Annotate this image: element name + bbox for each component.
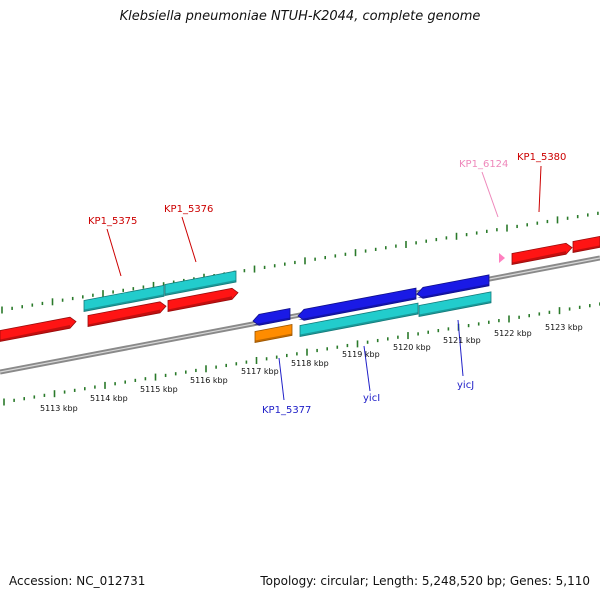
leader-kp1-5380 [538,165,542,213]
leader-kp1-5376 [181,216,197,263]
leader-kp1-6124 [481,171,499,218]
feature-label-kp1-6124: KP1_6124 [459,159,508,170]
feature-label-kp1-5376: KP1_5376 [164,204,213,215]
rrna-block-lower-edge [300,312,418,337]
scale-track [3,302,600,406]
tick-label: 5120 kbp [393,343,431,352]
cds-arrow-left-edge [0,325,70,342]
tick-label: 5114 kbp [90,394,128,403]
cds-arrow-kp1-5375-edge [88,309,160,327]
feature-label-yicj: yicJ [457,380,474,391]
gene-arrow-yici-edge [298,297,416,321]
tick-label: 5113 kbp [40,404,78,413]
gene-arrow-kp1-5377-edge [253,317,290,326]
upper-tick-track [1,211,599,314]
pseudo-block-edge [255,333,292,343]
feature-label-yici: yicI [363,393,380,404]
tick-label: 5115 kbp [140,385,178,394]
rrna-block-edge [165,280,236,296]
feature-label-kp1-5380: KP1_5380 [517,152,566,163]
map-title: Klebsiella pneumoniae NTUH-K2044, comple… [119,9,481,24]
pink-marker-kp1-6124 [499,253,505,263]
tick-label: 5119 kbp [342,350,380,359]
feature-track [0,235,600,343]
cds-arrow-kp1-5376-edge [168,296,232,312]
cds-arrow-right-edge [573,245,600,253]
tick-label: 5121 kbp [443,336,481,345]
leader-kp1-5377 [278,357,285,401]
tick-label: 5122 kbp [494,329,532,338]
cds-arrow-kp1-5380-edge [512,251,566,265]
label-leaders [106,165,542,401]
gene-arrow-yicj-edge [417,283,489,299]
genome-stats-text: Topology: circular; Length: 5,248,520 bp… [260,574,590,588]
tick-label: 5117 kbp [241,367,279,376]
cds-arrow-left [0,316,77,342]
leader-yici [363,345,371,392]
rrna-block-edge [84,294,164,312]
tick-label: 5118 kbp [291,359,329,368]
rrna-block-lower-edge [419,300,491,317]
tick-label: 5116 kbp [190,376,228,385]
leader-kp1-5375 [106,228,122,277]
feature-label-kp1-5375: KP1_5375 [88,216,137,227]
tick-label: 5123 kbp [545,323,583,332]
leader-yicj [457,319,464,377]
accession-text: Accession: NC_012731 [9,574,146,588]
feature-label-kp1-5377: KP1_5377 [262,405,311,416]
